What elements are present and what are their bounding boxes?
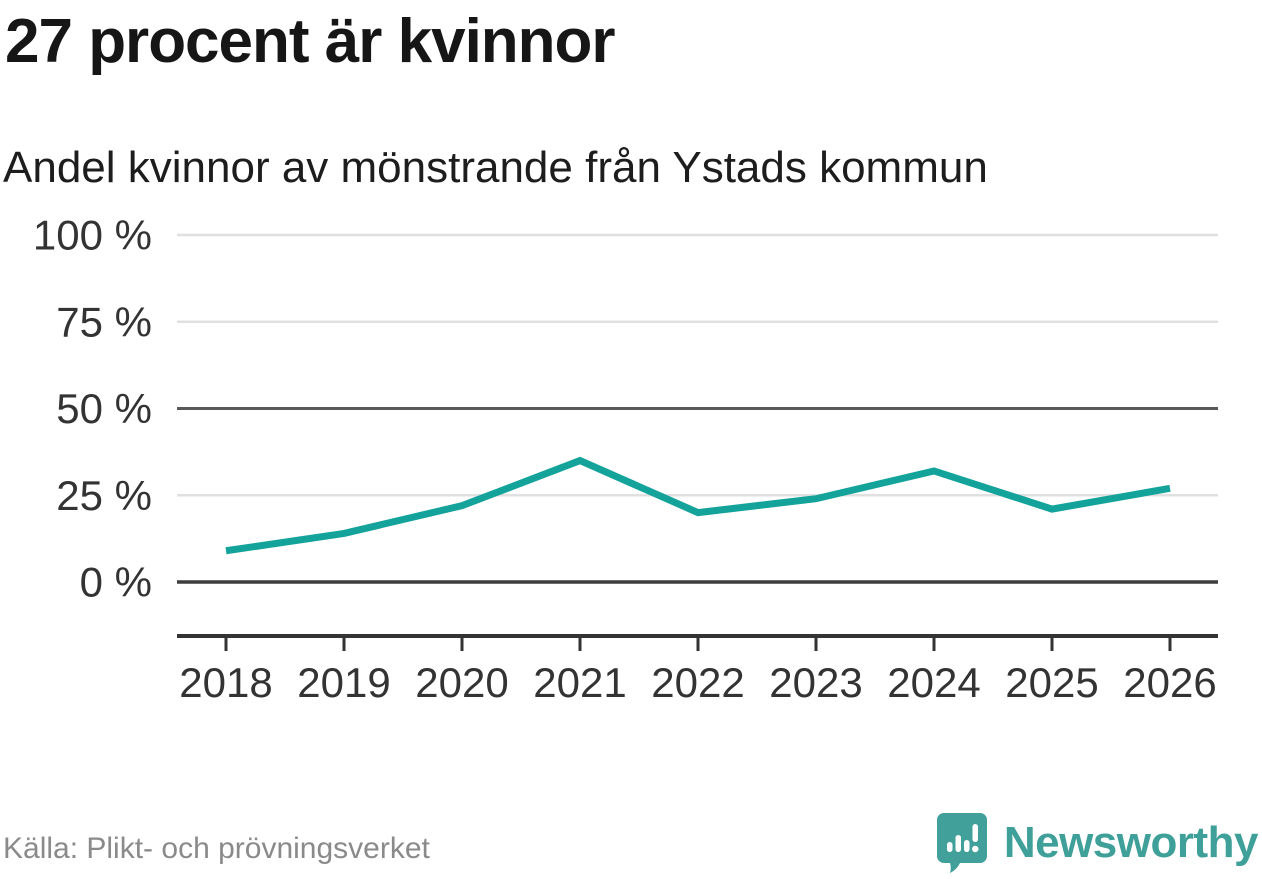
y-axis-tick-label: 75 % [56,298,152,345]
source-text: Källa: Plikt- och prövningsverket [3,832,430,865]
x-axis-tick-label: 2022 [651,659,744,706]
data-line-andel-kvinnor [225,456,1171,555]
x-axis-tick-label: 2023 [769,659,862,706]
y-axis-tick-label: 100 % [33,212,152,259]
y-axis-tick-label: 0 % [80,559,152,606]
x-axis-tick-label: 2025 [1005,659,1098,706]
x-axis-tick-label: 2018 [179,659,272,706]
y-axis-tick-label: 25 % [56,472,152,519]
x-axis-tick-label: 2024 [887,659,980,706]
chart-subtitle: Andel kvinnor av mönstrande från Ystads … [3,143,988,192]
x-axis-tick-label: 2026 [1123,659,1216,706]
x-axis-tick-label: 2020 [415,659,508,706]
newsworthy-logo-icon [936,813,987,873]
y-axis-tick-label: 50 % [56,385,152,432]
brand-wordmark: Newsworthy [1003,817,1259,867]
chart-title: 27 procent är kvinnor [5,7,616,76]
x-axis-tick-label: 2021 [533,659,626,706]
x-axis-tick-label: 2019 [297,659,390,706]
newsworthy-brand: Newsworthy [936,812,1259,873]
